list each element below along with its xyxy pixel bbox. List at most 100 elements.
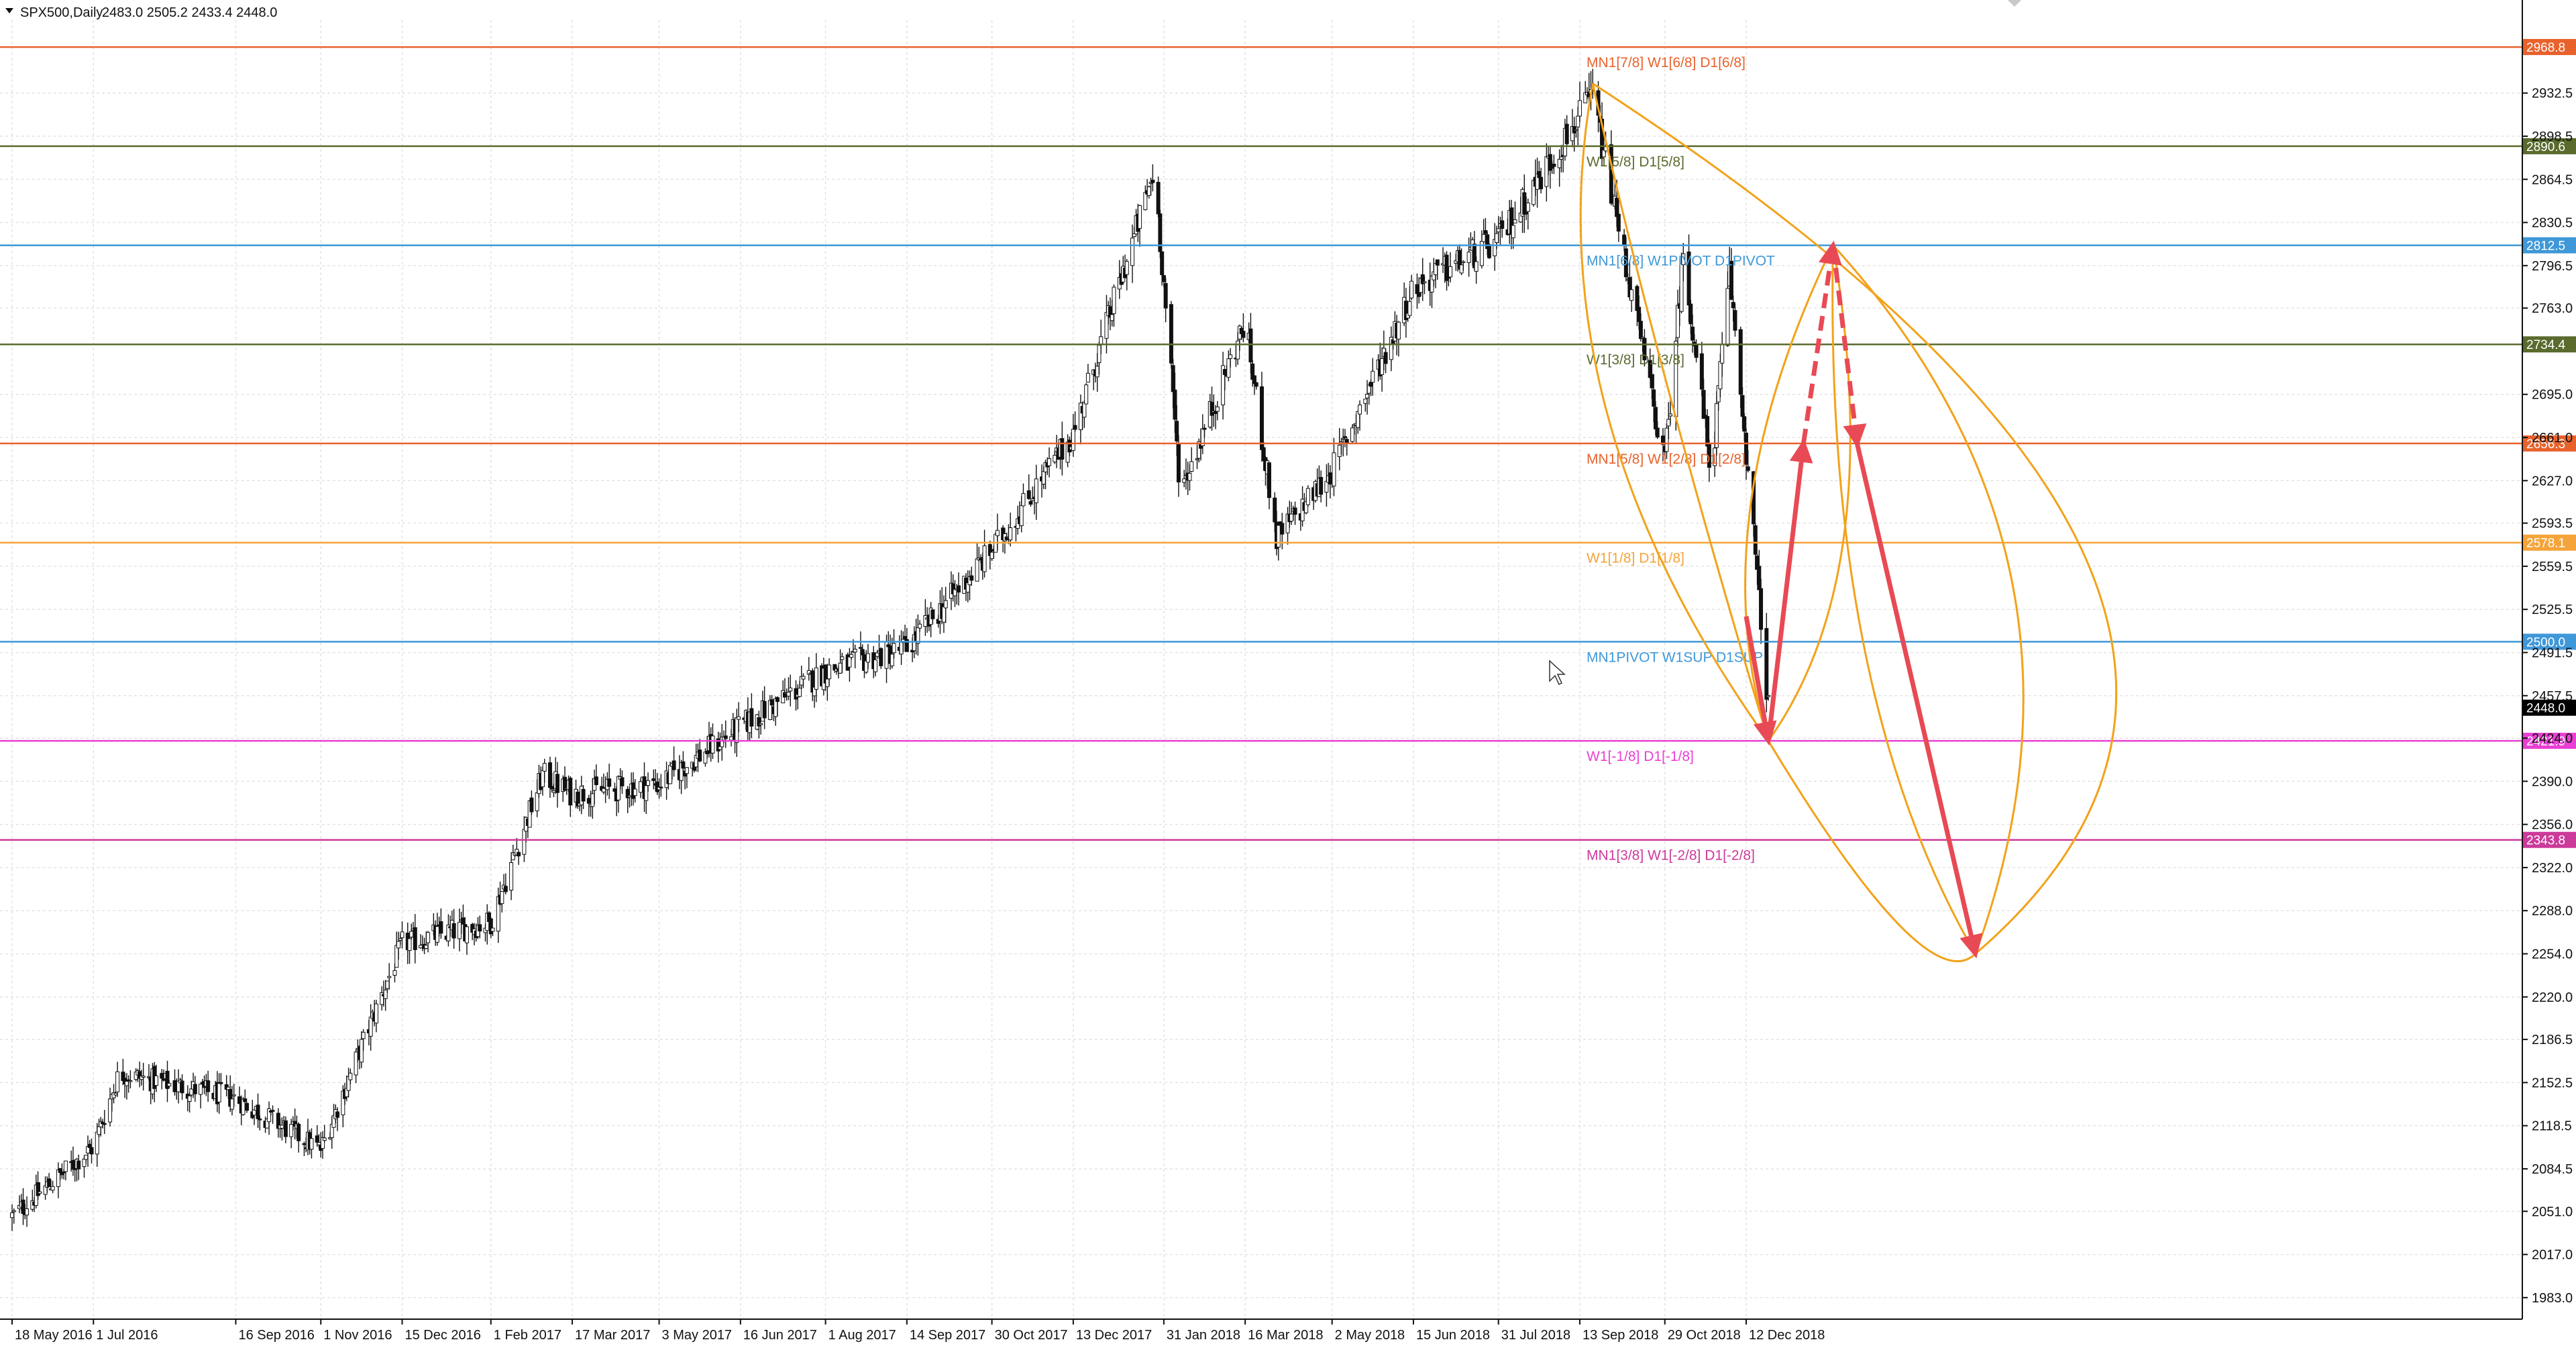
level-label: MN1[7/8] W1[6/8] D1[6/8] [1587, 55, 1746, 70]
candle-body [72, 1168, 77, 1170]
candle-body [1160, 251, 1165, 276]
level-badge-text: 2812.5 [2526, 240, 2565, 254]
candle-body [1067, 439, 1072, 453]
candle-body [270, 1110, 275, 1112]
candle-body [1071, 429, 1075, 451]
candle-body [1720, 344, 1725, 364]
candle-body [1642, 338, 1647, 360]
candle-body [616, 776, 621, 800]
candle-body [1095, 366, 1099, 378]
level-badge-text: 2343.8 [2526, 834, 2565, 848]
candle-body [189, 1088, 194, 1096]
projection-layer [1579, 83, 2118, 962]
y-tick-label: 2898.5 [2532, 130, 2573, 144]
x-tick-label: 15 Jun 2018 [1416, 1328, 1490, 1343]
level-label: W1[-1/8] D1[-1/8] [1587, 749, 1694, 764]
candle-body [1150, 180, 1155, 183]
candle-body [737, 716, 741, 720]
x-tick-label: 17 Mar 2017 [575, 1328, 650, 1343]
candle-body [1138, 205, 1142, 229]
level-badge [2522, 39, 2576, 56]
level-badge [2522, 336, 2576, 353]
candle-body [82, 1158, 87, 1168]
candle-body [187, 1095, 192, 1102]
candle-body [1337, 444, 1342, 458]
candle-body [1407, 301, 1412, 316]
level-badge-text: 2500.0 [2526, 635, 2565, 650]
candle-body [1466, 252, 1471, 263]
candle-body [1690, 326, 1695, 341]
candle-body [1019, 505, 1024, 527]
candle-body [464, 926, 469, 943]
chart-header: SPX500,Daily 2483.0 2505.2 2433.4 2448.0 [5, 0, 2021, 20]
candle-body [1047, 458, 1052, 466]
grid-layer [0, 20, 2522, 1319]
candle-body [1358, 405, 1362, 415]
y-tick-label: 2152.5 [2532, 1076, 2573, 1090]
candle-body [180, 1080, 184, 1094]
candle-body [1041, 471, 1046, 484]
candle-body [113, 1092, 118, 1096]
candle-body [1744, 432, 1748, 465]
candle-body [193, 1084, 197, 1094]
candle-body [646, 780, 651, 786]
candle-body [668, 764, 673, 784]
level-label: MN1[5/8] W1[2/8] D1[2/8] [1587, 452, 1746, 467]
candle-body [1350, 427, 1355, 442]
shift-marker-icon[interactable] [2008, 0, 2021, 7]
candle-body [1084, 384, 1089, 405]
x-tick-label: 30 Oct 2017 [995, 1328, 1068, 1343]
candle-body [865, 653, 870, 663]
candle-body [1699, 353, 1704, 390]
candle-body [827, 664, 832, 680]
candle-body [529, 797, 534, 813]
candle-body [500, 890, 504, 904]
candle-body [1652, 389, 1656, 407]
candle-body [1733, 310, 1737, 331]
projection-arc [1579, 83, 1770, 741]
candle-body [1522, 192, 1527, 215]
candle-body [1124, 261, 1129, 275]
candle-body [1341, 437, 1346, 440]
dropdown-triangle-icon[interactable] [5, 8, 13, 13]
candle-body [542, 763, 547, 772]
candle-body [1764, 628, 1769, 700]
candle-body [975, 558, 979, 582]
candle-body [1248, 328, 1253, 362]
projection-arrow [1801, 240, 1842, 444]
candle-body [757, 717, 761, 727]
candle-body [302, 1143, 307, 1145]
y-tick-label: 2084.5 [2532, 1162, 2573, 1177]
candle-body [1753, 525, 1758, 555]
candle-body [400, 931, 405, 939]
candle-body [1161, 275, 1166, 282]
y-tick-label: 2627.0 [2532, 474, 2573, 488]
candle-body [1008, 527, 1013, 541]
candle-body [1725, 288, 1730, 346]
candle-body [1254, 382, 1258, 387]
x-tick-label: 16 Mar 2018 [1248, 1328, 1323, 1343]
candle-body [535, 792, 539, 811]
candle-body [1679, 262, 1684, 312]
projection-arrow [1854, 443, 1983, 959]
candle-body [705, 751, 710, 755]
candle-body [1766, 695, 1771, 697]
candle-body [1738, 329, 1743, 395]
candle-body [879, 648, 883, 666]
candle-body [320, 1137, 325, 1149]
candle-body [1559, 156, 1564, 160]
candle-body [348, 1072, 353, 1080]
projection-arrow [1766, 438, 1813, 741]
candle-body [1021, 493, 1026, 507]
candle-body [503, 886, 508, 892]
candle-body [1483, 230, 1488, 234]
candle-body [509, 862, 514, 891]
candle-body [1694, 344, 1699, 358]
candle-body [1104, 312, 1109, 339]
candle-body [1511, 225, 1515, 238]
candle-body [1163, 282, 1168, 309]
candle-body [1742, 416, 1747, 432]
level-label: MN1PIVOT W1SUP D1SUP [1587, 650, 1763, 665]
candle-body [206, 1080, 211, 1092]
